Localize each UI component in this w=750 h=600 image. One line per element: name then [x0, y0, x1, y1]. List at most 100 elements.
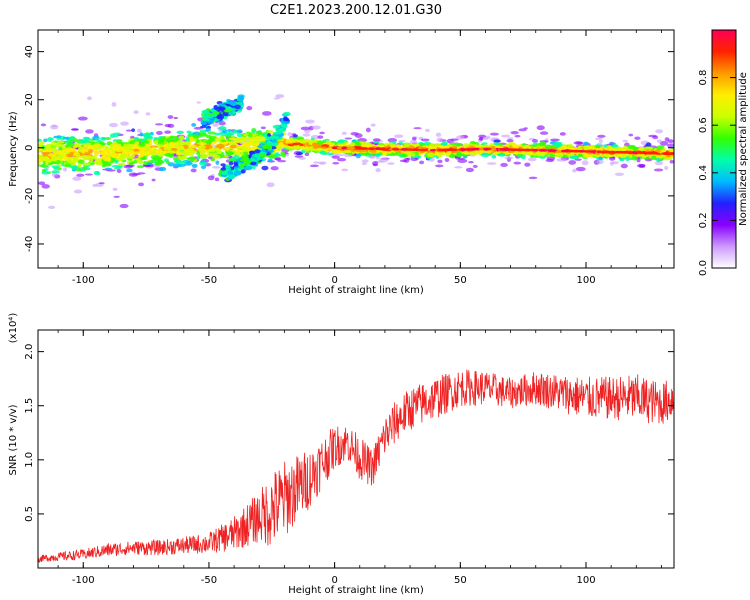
heat-cell [117, 162, 126, 167]
heat-cell [549, 138, 560, 142]
heat-core [498, 148, 506, 151]
heat-cell [41, 169, 46, 173]
heat-cell [277, 160, 287, 163]
spectrogram-image [38, 94, 674, 209]
heat-cell [152, 140, 158, 144]
heat-cell [131, 128, 136, 132]
heat-cell [387, 162, 395, 165]
heat-cell [454, 166, 463, 169]
heat-cell [145, 112, 151, 116]
heat-cell [223, 155, 229, 158]
heat-cell [573, 141, 584, 145]
heat-core [533, 148, 539, 152]
heat-cell [436, 137, 444, 143]
heat-cell [493, 142, 499, 146]
heat-cell [38, 164, 48, 167]
heat-cell [199, 142, 207, 146]
heat-cell [670, 149, 674, 153]
heat-core [579, 150, 586, 153]
heat-cell [652, 135, 659, 140]
heat-cell [513, 161, 522, 165]
heat-cell [164, 130, 172, 134]
heat-cell [105, 167, 112, 171]
heat-cell [481, 142, 488, 145]
spectrogram-panel: -100 -50 0 50 100 -40 -20 0 20 40 Height of strai… [8, 29, 675, 296]
snr-frame [37, 329, 675, 569]
heat-core [622, 151, 630, 154]
heat-cell [138, 160, 144, 165]
heat-cell [166, 146, 172, 150]
heat-cell [567, 144, 573, 148]
heat-cell [655, 129, 664, 134]
heat-cell [209, 109, 217, 113]
heat-cell [500, 134, 511, 138]
heat-cell [251, 154, 258, 158]
heat-cell [274, 157, 282, 161]
heat-cell [200, 165, 207, 170]
heat-cell [109, 133, 116, 138]
heat-cell [72, 146, 78, 149]
x-tick-label: 0 [331, 575, 337, 586]
heat-cell [151, 178, 156, 182]
heat-cell [64, 163, 72, 168]
heat-cell [205, 128, 211, 132]
heat-cell [137, 154, 144, 159]
heat-cell [242, 156, 249, 162]
spectrogram-ylabel: Frequency (Hz) [8, 111, 19, 187]
heat-cell [144, 140, 150, 144]
heat-cell [201, 114, 209, 119]
heat-cell [641, 155, 647, 159]
heat-cell [437, 159, 443, 164]
x-tick-label: 50 [454, 575, 467, 586]
heat-cell [225, 106, 231, 111]
heat-cell [283, 116, 288, 121]
heat-cell [270, 166, 279, 171]
heat-core [406, 148, 414, 151]
colorbar-tick-label: 0.6 [698, 117, 709, 133]
heat-cell [111, 146, 120, 151]
heat-cell [511, 144, 520, 148]
heat-cell [134, 141, 140, 146]
heat-cell [109, 122, 118, 128]
heat-cell [331, 155, 340, 159]
heat-core [603, 150, 611, 154]
heat-cell [173, 116, 178, 120]
heat-cell [398, 141, 404, 145]
heat-cell [325, 152, 335, 155]
heat-cell [111, 154, 119, 159]
heat-cell [598, 148, 604, 152]
y-tick-label: 1.0 [24, 452, 35, 468]
heat-cell [644, 146, 653, 150]
heat-cell [258, 138, 266, 142]
heat-cell [62, 152, 67, 157]
heat-cell [353, 142, 362, 146]
heat-cell [133, 110, 139, 115]
heat-cell [78, 139, 87, 144]
heat-cell [225, 151, 235, 155]
heat-cell [452, 146, 458, 149]
heat-cell [184, 151, 190, 156]
heat-cell [456, 151, 462, 156]
heat-cell [257, 132, 264, 135]
heat-cell [372, 138, 381, 142]
heat-cell [120, 121, 129, 126]
heat-cell [413, 143, 421, 147]
heat-cell [266, 140, 272, 146]
heat-cell [375, 144, 384, 148]
heat-cell [202, 155, 208, 159]
heat-cell [366, 144, 374, 147]
heat-cell [203, 118, 210, 122]
heat-cell [77, 163, 82, 168]
heat-cell [200, 121, 208, 126]
heat-cell [83, 152, 91, 156]
heat-cell [228, 111, 235, 116]
y-tick-label: 2.0 [24, 344, 35, 360]
heat-cell [62, 136, 70, 140]
heat-cell [311, 125, 321, 130]
heat-cell [148, 149, 154, 153]
heat-cell [138, 150, 145, 154]
heat-cell [382, 151, 388, 155]
heat-cell [267, 158, 273, 162]
heat-cell [568, 160, 577, 165]
